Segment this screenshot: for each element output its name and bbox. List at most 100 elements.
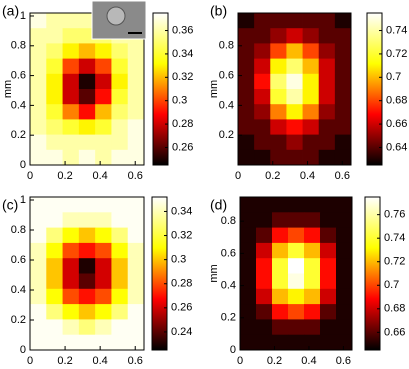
heat-cell <box>30 43 47 59</box>
y-tick-label: 1 <box>20 194 26 206</box>
heat-cell <box>302 149 320 166</box>
heat-cell <box>240 319 257 336</box>
x-tick-label: 0.4 <box>300 170 315 182</box>
heat-cell <box>111 273 129 290</box>
heat-cell <box>238 73 255 90</box>
panel-label: (d) <box>210 197 227 213</box>
heat-cell <box>334 43 352 59</box>
heat-cell <box>46 212 63 228</box>
heat-cell <box>256 212 273 228</box>
heat-cell <box>286 89 303 105</box>
heat-cell <box>304 258 321 274</box>
heat-cell <box>272 227 289 244</box>
colorbar-tick-label: 0.3 <box>171 254 186 266</box>
y-tick-label: 1 <box>20 10 26 22</box>
heat-cell <box>62 43 80 59</box>
heat-cell <box>78 212 96 228</box>
heat-cell <box>256 197 273 213</box>
colorbar-tick-label: 0.28 <box>171 278 192 290</box>
heat-cell <box>318 43 336 59</box>
y-tick-label: 0.6 <box>219 69 234 81</box>
heat-cell <box>78 104 96 120</box>
heat-cell <box>240 212 257 228</box>
colorbar-tick-label: 0.36 <box>172 24 193 36</box>
colorbar-tick-label: 0.72 <box>386 48 407 60</box>
panel-label: (b) <box>210 3 227 19</box>
x-tick-label: 0.2 <box>57 355 72 367</box>
heat-cell <box>270 104 287 120</box>
heat-cell <box>95 134 112 151</box>
heat-cell <box>320 258 337 274</box>
heat-cell <box>95 149 112 166</box>
heat-cell <box>95 73 112 90</box>
colorbar-tick-label: 0.68 <box>386 95 407 107</box>
heat-cell <box>272 242 289 259</box>
heat-cell <box>127 89 145 105</box>
heat-cell <box>238 28 255 44</box>
x-tick-label: 0.6 <box>128 355 143 367</box>
heat-cell <box>78 197 96 213</box>
colorbar-tick-label: 0.66 <box>386 118 407 130</box>
plot-frame <box>237 12 352 166</box>
heat-cell <box>127 334 145 351</box>
heat-cell <box>304 334 321 351</box>
heat-cell <box>62 89 80 105</box>
heat-cell <box>286 58 303 75</box>
heat-cell <box>254 104 271 120</box>
colorbar <box>366 12 383 166</box>
heat-cell <box>127 212 145 228</box>
heat-cell <box>238 89 255 105</box>
heat-cell <box>62 73 80 90</box>
heat-cell <box>46 273 63 290</box>
heat-cell <box>127 258 145 274</box>
heat-cell <box>320 242 337 259</box>
heat-cell <box>272 258 289 274</box>
heat-cell <box>62 319 80 336</box>
y-tick-label: 0.6 <box>221 247 236 259</box>
heat-cell <box>30 212 47 228</box>
heat-cell <box>272 288 289 305</box>
colorbar-tick-label: 0.34 <box>171 205 192 217</box>
heat-cell <box>62 212 80 228</box>
heat-cell <box>270 73 287 90</box>
heat-cell <box>95 227 112 244</box>
heat-cell <box>318 28 336 44</box>
heat-cell <box>318 89 336 105</box>
heat-cell <box>111 119 129 135</box>
heat-cell <box>304 288 321 305</box>
y-tick-label: 0.8 <box>221 215 236 227</box>
heat-cell <box>256 334 273 351</box>
heat-cell <box>320 334 337 351</box>
x-tick-label: 0 <box>27 355 33 367</box>
y-tick-label: 0 <box>20 344 26 356</box>
heat-cell <box>302 89 320 105</box>
heat-cell <box>272 212 289 228</box>
heat-cell <box>304 304 321 320</box>
heat-cell <box>238 104 255 120</box>
plot-frame <box>239 196 353 351</box>
heat-cell <box>46 258 63 274</box>
heat-cell <box>238 13 255 29</box>
heat-cell <box>111 212 129 228</box>
heat-cell <box>78 334 96 351</box>
heat-cell <box>336 258 353 274</box>
y-axis-label: mm <box>208 264 220 282</box>
heat-cell <box>46 89 63 105</box>
heat-cell <box>256 319 273 336</box>
heat-cell <box>62 334 80 351</box>
heat-cell <box>62 197 80 213</box>
heat-cell <box>127 319 145 336</box>
colorbar-tick-label: 0.26 <box>172 141 193 153</box>
heat-cell <box>30 197 47 213</box>
heat-cell <box>270 13 287 29</box>
heat-cell <box>95 58 112 75</box>
heat-cell <box>302 43 320 59</box>
heat-cell <box>111 227 129 244</box>
heat-cell <box>256 227 273 244</box>
heat-cell <box>336 288 353 305</box>
heat-cell <box>111 288 129 305</box>
heat-cell <box>256 273 273 290</box>
plot-frame <box>29 12 145 166</box>
heat-cell <box>46 227 63 244</box>
heat-cell <box>334 134 352 151</box>
